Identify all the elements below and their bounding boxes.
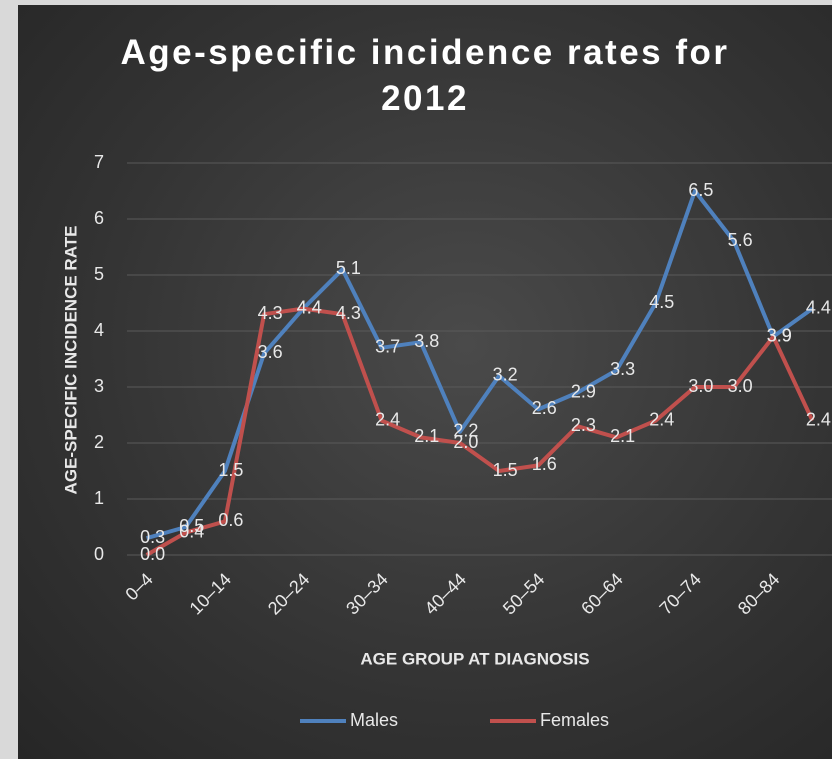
data-label: 4.5: [649, 292, 674, 312]
y-tick-label: 6: [94, 208, 104, 228]
data-label: 2.1: [414, 426, 439, 446]
title-box: Age-specific incidence rates for 2012: [18, 30, 832, 122]
data-label: 3.2: [493, 365, 518, 385]
data-label: 3.7: [375, 337, 400, 357]
data-label: 2.4: [806, 409, 831, 429]
data-label: 2.3: [571, 415, 596, 435]
legend-label: Males: [350, 710, 398, 730]
data-label: 4.4: [297, 297, 322, 317]
data-label: 1.5: [493, 460, 518, 480]
chart-title: Age-specific incidence rates for 2012: [120, 33, 730, 118]
data-label: 0.4: [179, 521, 204, 541]
series-line: [145, 306, 815, 557]
data-label: 3.6: [258, 342, 283, 362]
x-tick-label: 50–54: [499, 569, 549, 619]
y-tick-label: 1: [94, 488, 104, 508]
x-tick-label: 40–44: [421, 569, 471, 619]
y-tick-label: 4: [94, 320, 104, 340]
x-tick-label: 0–4: [121, 569, 156, 604]
y-tick-label: 3: [94, 376, 104, 396]
data-label: 2.6: [532, 398, 557, 418]
data-label: 0.0: [140, 544, 165, 564]
data-label: 3.8: [414, 331, 439, 351]
x-tick-label: 70–74: [656, 569, 706, 619]
y-tick-label: 2: [94, 432, 104, 452]
data-label: 2.4: [375, 409, 400, 429]
x-tick-label: 80–84: [734, 569, 784, 619]
series-line: [146, 189, 814, 541]
chart-background: [18, 5, 832, 759]
data-label: 4.4: [297, 297, 322, 317]
data-label: 4.4: [806, 297, 831, 317]
data-label: 1.5: [218, 460, 243, 480]
data-label: 4.3: [336, 303, 361, 323]
y-tick-label: 7: [94, 152, 104, 172]
data-label: 3.9: [767, 325, 792, 345]
x-tick-label: 30–34: [342, 569, 392, 619]
y-tick-label: 5: [94, 264, 104, 284]
x-tick-label: 10–14: [186, 569, 236, 619]
data-label: 3.3: [610, 359, 635, 379]
data-label: 0.5: [179, 516, 204, 536]
data-label: 2.9: [571, 381, 596, 401]
x-tick-label: 60–64: [577, 569, 627, 619]
data-label: 2.1: [610, 426, 635, 446]
data-label: 5.6: [728, 230, 753, 250]
data-label: 4.3: [258, 303, 283, 323]
x-axis-label: AGE GROUP AT DIAGNOSIS: [360, 649, 589, 668]
y-tick-label: 0: [94, 544, 104, 564]
data-label: 0.3: [140, 527, 165, 547]
data-label: 3.0: [728, 376, 753, 396]
data-label: 2.2: [453, 421, 478, 441]
data-label: 3.0: [688, 376, 713, 396]
data-label: 5.1: [336, 258, 361, 278]
x-tick-label: 20–24: [264, 569, 314, 619]
legend-label: Females: [540, 710, 609, 730]
y-axis-label: AGE-SPECIFIC INCIDENCE RATE: [61, 226, 80, 495]
data-label: 1.6: [532, 454, 557, 474]
data-label: 2.0: [453, 432, 478, 452]
data-label: 0.6: [218, 510, 243, 530]
data-label: 3.9: [767, 325, 792, 345]
data-label: 2.4: [649, 409, 674, 429]
data-label: 6.5: [688, 180, 713, 200]
